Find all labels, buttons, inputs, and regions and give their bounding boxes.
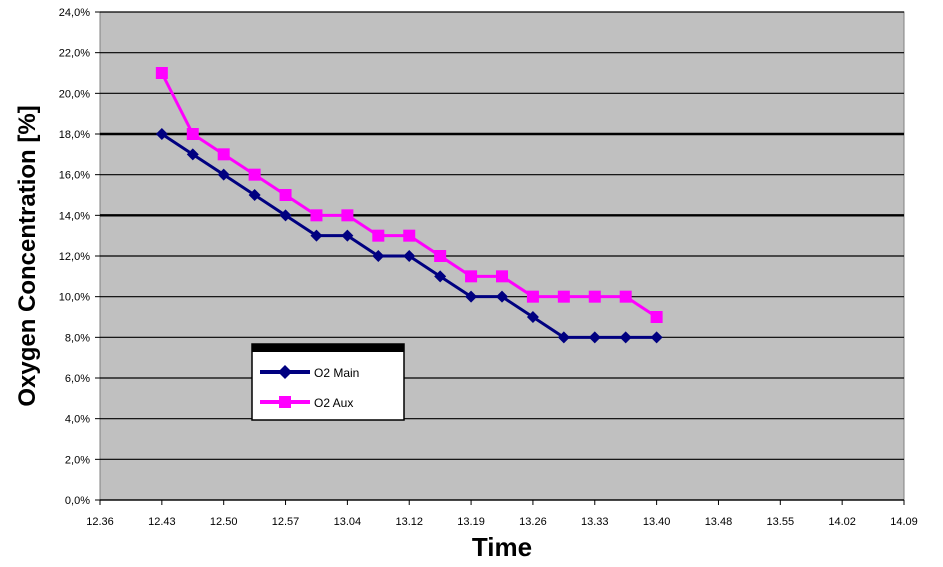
y-tick-label: 6,0%	[65, 373, 90, 385]
x-tick-label: 13.04	[334, 516, 362, 528]
y-axis-title: Oxygen Concentration [%]	[14, 105, 41, 406]
y-tick-label: 24,0%	[59, 7, 90, 19]
legend-label-o2-aux: O2 Aux	[314, 396, 353, 410]
x-tick-label: 13.33	[581, 516, 609, 528]
x-tick-label: 14.02	[828, 516, 856, 528]
x-tick-label: 13.40	[643, 516, 671, 528]
series-o2-main	[155, 128, 663, 344]
series-o2-aux	[155, 67, 663, 323]
legend-marker-o2-aux	[279, 396, 291, 408]
y-tick-label: 0,0%	[65, 495, 90, 507]
x-tick-label: 13.55	[767, 516, 795, 528]
data-point	[434, 250, 447, 262]
data-point	[496, 290, 508, 303]
legend-top-bar	[252, 344, 404, 352]
data-point	[155, 128, 168, 140]
y-tick-label: 2,0%	[65, 454, 90, 466]
x-tick-label: 13.12	[395, 516, 423, 528]
data-point	[341, 229, 354, 242]
data-point	[310, 209, 323, 222]
legend-box	[251, 343, 405, 421]
y-tick-label: 8,0%	[65, 332, 90, 344]
data-point	[186, 148, 199, 161]
y-tick-label: 14,0%	[59, 210, 90, 222]
x-tick-label: 13.26	[519, 516, 547, 528]
x-tick-label: 14.09	[890, 516, 918, 528]
x-tick-label: 13.48	[705, 516, 733, 528]
x-tick-label: 12.43	[148, 516, 176, 528]
data-point	[496, 270, 508, 283]
x-axis-title: Time	[472, 532, 532, 562]
data-point	[403, 229, 416, 242]
data-point	[248, 168, 261, 181]
data-point	[557, 290, 570, 303]
data-point	[526, 290, 539, 303]
data-point	[372, 229, 385, 242]
data-point	[310, 229, 323, 242]
y-tick-label: 20,0%	[59, 88, 90, 100]
data-point	[619, 331, 632, 344]
data-point	[279, 189, 292, 201]
y-tick-label: 22,0%	[59, 48, 90, 60]
data-point	[372, 250, 385, 262]
data-point	[650, 311, 663, 323]
y-tick-label: 10,0%	[59, 292, 90, 304]
y-tick-label: 18,0%	[59, 129, 90, 141]
data-point	[588, 290, 601, 303]
data-point	[186, 128, 199, 140]
y-tick-label: 4,0%	[65, 414, 90, 426]
legend-label-o2-main: O2 Main	[314, 366, 359, 380]
legend-item-o2-main: O2 Main	[260, 365, 359, 380]
legend-item-o2-aux: O2 Aux	[260, 396, 353, 410]
series-layer	[155, 67, 663, 344]
data-point	[434, 270, 447, 283]
y-tick-label: 16,0%	[59, 170, 90, 182]
legend: O2 Main O2 Aux	[251, 343, 405, 421]
data-point	[526, 311, 539, 323]
x-tick-label: 12.50	[210, 516, 238, 528]
y-axis-ticks: 0,0% 2,0% 4,0% 6,0% 8,0% 10,0% 12,0% 14,0% 16,0%…	[59, 7, 100, 507]
x-tick-label: 13.19	[457, 516, 485, 528]
data-point	[465, 290, 478, 303]
data-point	[217, 168, 230, 181]
data-point	[155, 67, 168, 79]
x-tick-label: 12.57	[272, 516, 300, 528]
data-point	[465, 270, 478, 283]
legend-marker-o2-main	[278, 365, 292, 379]
data-point	[588, 331, 601, 344]
data-point	[279, 209, 292, 222]
data-point	[619, 290, 632, 303]
data-point	[557, 331, 570, 344]
data-point	[650, 331, 663, 344]
y-tick-label: 12,0%	[59, 251, 90, 263]
x-axis-ticks: 12.36 12.43 12.50 12.57 13.04 13.12 13.19 13.26…	[86, 499, 918, 528]
data-point	[217, 148, 230, 161]
x-tick-label: 12.36	[86, 516, 114, 528]
data-point	[248, 189, 261, 201]
data-point	[403, 250, 416, 262]
data-point	[341, 209, 354, 222]
